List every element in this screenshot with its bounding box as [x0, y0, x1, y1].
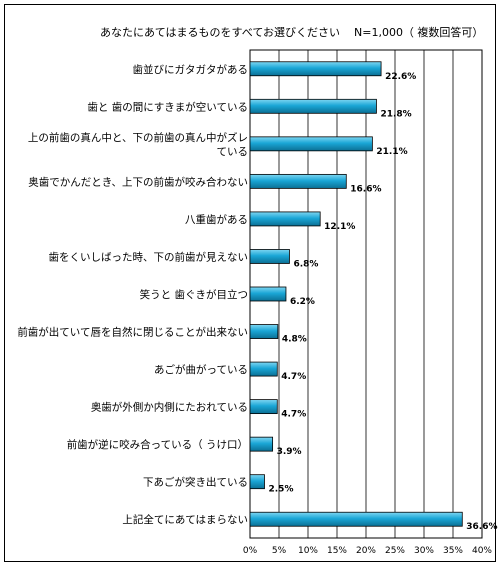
bar — [249, 61, 382, 77]
x-tick-label: 35% — [443, 546, 463, 556]
data-label: 2.5% — [269, 485, 294, 495]
plot-area: 0% 5% 10% 15% 20% 25% 30% 35% 40% 歯並びにガタガタがある 22.6… — [17, 49, 498, 556]
x-tick-label: 20% — [356, 546, 376, 556]
data-label: 3.9% — [277, 447, 302, 457]
bar — [249, 511, 463, 527]
bar — [249, 211, 321, 227]
x-tick-label: 15% — [327, 546, 347, 556]
x-tick-label: 25% — [385, 546, 405, 556]
category-label: あごが曲がっている — [154, 363, 248, 376]
data-label: 12.1% — [324, 222, 355, 232]
bar — [249, 399, 278, 415]
data-label: 21.8% — [380, 109, 411, 119]
data-label: 16.6% — [350, 184, 381, 194]
bar — [249, 136, 373, 152]
category-label: 歯並びにガタガタがある — [133, 63, 249, 76]
data-label: 6.8% — [293, 259, 318, 269]
bar — [249, 173, 347, 189]
category-label: 前歯が逆に咬み合っている（ うけ口） — [67, 438, 248, 451]
data-label: 4.7% — [281, 410, 306, 420]
data-label: 22.6% — [385, 72, 416, 82]
category-label: 下あごが突き出ている — [143, 476, 248, 489]
x-tick-label: 10% — [298, 546, 318, 556]
bar — [249, 98, 377, 114]
category-label: 上の前歯の真ん中と、下の前歯の真ん中がズレ — [28, 131, 248, 144]
chart-title: あなたにあてはまるものをすべてお選びください — [100, 26, 340, 39]
data-label: 4.8% — [282, 335, 307, 345]
category-label: ている — [217, 146, 249, 158]
bar — [249, 249, 290, 264]
category-label: 笑うと 歯ぐきが目立つ — [140, 288, 248, 301]
category-label: 歯と 歯の間にすきまが空いている — [87, 100, 248, 113]
data-label: 21.1% — [376, 147, 407, 157]
bar — [249, 474, 265, 490]
category-label: 奥歯でかんだとき、上下の前歯が咬み合わない — [28, 175, 248, 188]
bar — [249, 361, 278, 377]
category-label: 上記全てにあてはまらない — [122, 513, 248, 526]
bar — [249, 286, 287, 302]
bar — [249, 436, 274, 452]
data-label: 36.6% — [466, 522, 497, 532]
category-label: 前歯が出ていて唇を自然に閉じることが出来ない — [17, 326, 248, 339]
x-tick-label: 5% — [272, 546, 287, 556]
data-label: 4.7% — [281, 372, 306, 382]
x-tick-label: 0% — [243, 546, 258, 556]
chart-subtitle: N=1,000（ 複数回答可） — [354, 25, 483, 39]
data-label: 6.2% — [290, 297, 315, 307]
x-tick-label: 40% — [472, 546, 492, 556]
x-tick-label: 30% — [414, 546, 434, 556]
category-label: 奥歯が外側か内側にたおれている — [91, 401, 248, 414]
category-label: 八重歯がある — [185, 213, 248, 226]
category-label: 歯をくいしばった時、下の前歯が見えない — [49, 250, 249, 263]
bar — [249, 324, 279, 339]
